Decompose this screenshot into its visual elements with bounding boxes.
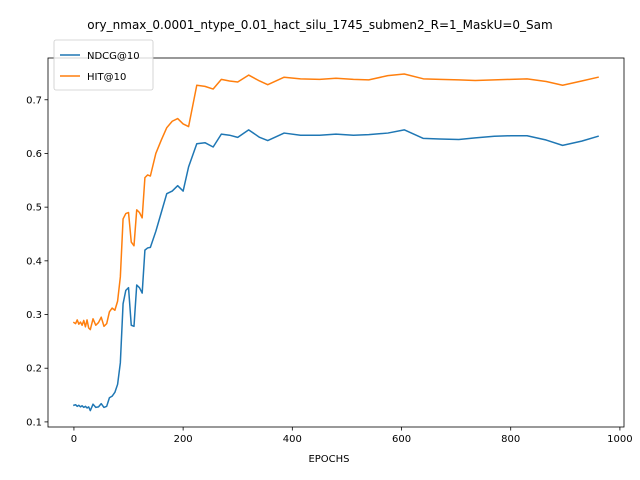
- y-tick-label: 0.3: [26, 310, 42, 321]
- plot-frame: [47, 57, 625, 428]
- x-tick-label: 600: [392, 434, 411, 445]
- y-tick-label: 0.1: [26, 417, 42, 428]
- x-tick-label: 400: [283, 434, 302, 445]
- legend: NDCG@10 HIT@10: [53, 39, 154, 91]
- y-tick-label: 0.5: [26, 203, 42, 214]
- legend-label-ndcg: NDCG@10: [87, 51, 140, 62]
- x-axis-label: EPOCHS: [308, 454, 349, 465]
- x-tick-label: 0: [71, 434, 77, 445]
- y-tick-label: 0.7: [26, 95, 42, 106]
- series-line-ndcg: [72, 129, 600, 412]
- chart-title: ory_nmax_0.0001_ntype_0.01_hact_silu_174…: [87, 18, 552, 32]
- y-axis: 0.1 0.2 0.3 0.4 0.5 0.6 0.7: [26, 95, 48, 428]
- x-tick-label: 1000: [607, 434, 632, 445]
- legend-label-hit: HIT@10: [87, 72, 126, 83]
- y-tick-label: 0.2: [26, 364, 42, 375]
- y-tick-label: 0.6: [26, 149, 42, 160]
- series-line-hit: [72, 73, 599, 331]
- series-layer: [72, 73, 600, 412]
- y-tick-label: 0.4: [26, 256, 42, 267]
- legend-box: [53, 39, 154, 91]
- x-axis: 0 200 400 600 800 1000: [71, 427, 633, 445]
- x-tick-label: 200: [174, 434, 193, 445]
- x-tick-label: 800: [501, 434, 520, 445]
